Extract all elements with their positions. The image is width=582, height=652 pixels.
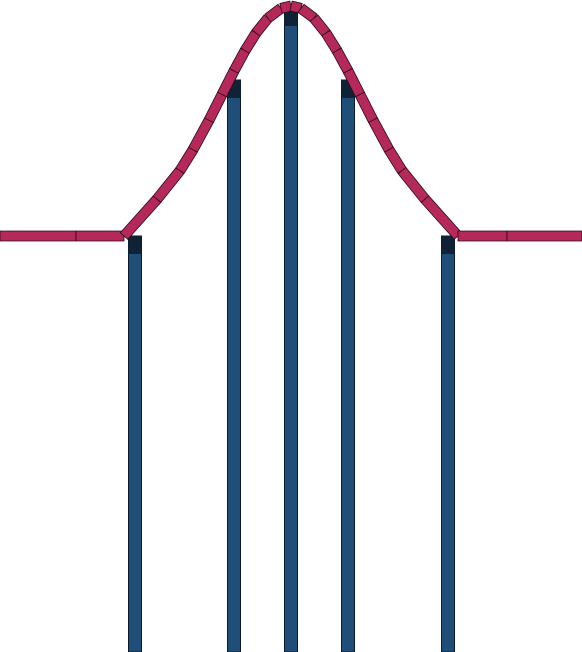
post-body [284,7,298,652]
post-body [341,79,355,652]
curve-segment [420,195,463,240]
curve-segment [355,91,378,123]
curve-segment [506,230,582,242]
curve-segment [204,91,227,123]
curve-segment [289,0,303,14]
curve-segment [229,47,250,74]
curve-segment [279,0,293,14]
curve-group [0,0,582,242]
post-cap [441,236,455,254]
curve-segment [309,14,331,37]
curve-segment [175,146,198,174]
curve-segment [240,29,261,54]
curve-segment [0,230,77,242]
post-cap [284,8,298,26]
curve-segment [251,14,273,37]
support-post [441,235,455,652]
curve-segment [264,3,285,23]
curve-segment [188,117,214,153]
curve-segment [457,230,508,242]
curve-segment [75,230,125,242]
support-post [284,7,298,652]
post-body [441,235,455,652]
support-post [227,79,241,652]
curve-segment [332,47,353,74]
curve-segment [119,195,162,240]
post-cap [128,236,142,254]
curve-segment [397,166,430,203]
curve-segment [368,117,394,153]
post-body [227,79,241,652]
posts-group [128,7,455,652]
curve-segment [152,166,185,203]
post-body [128,235,142,652]
support-post [128,235,142,652]
curve-segment [297,3,318,23]
support-post [341,79,355,652]
